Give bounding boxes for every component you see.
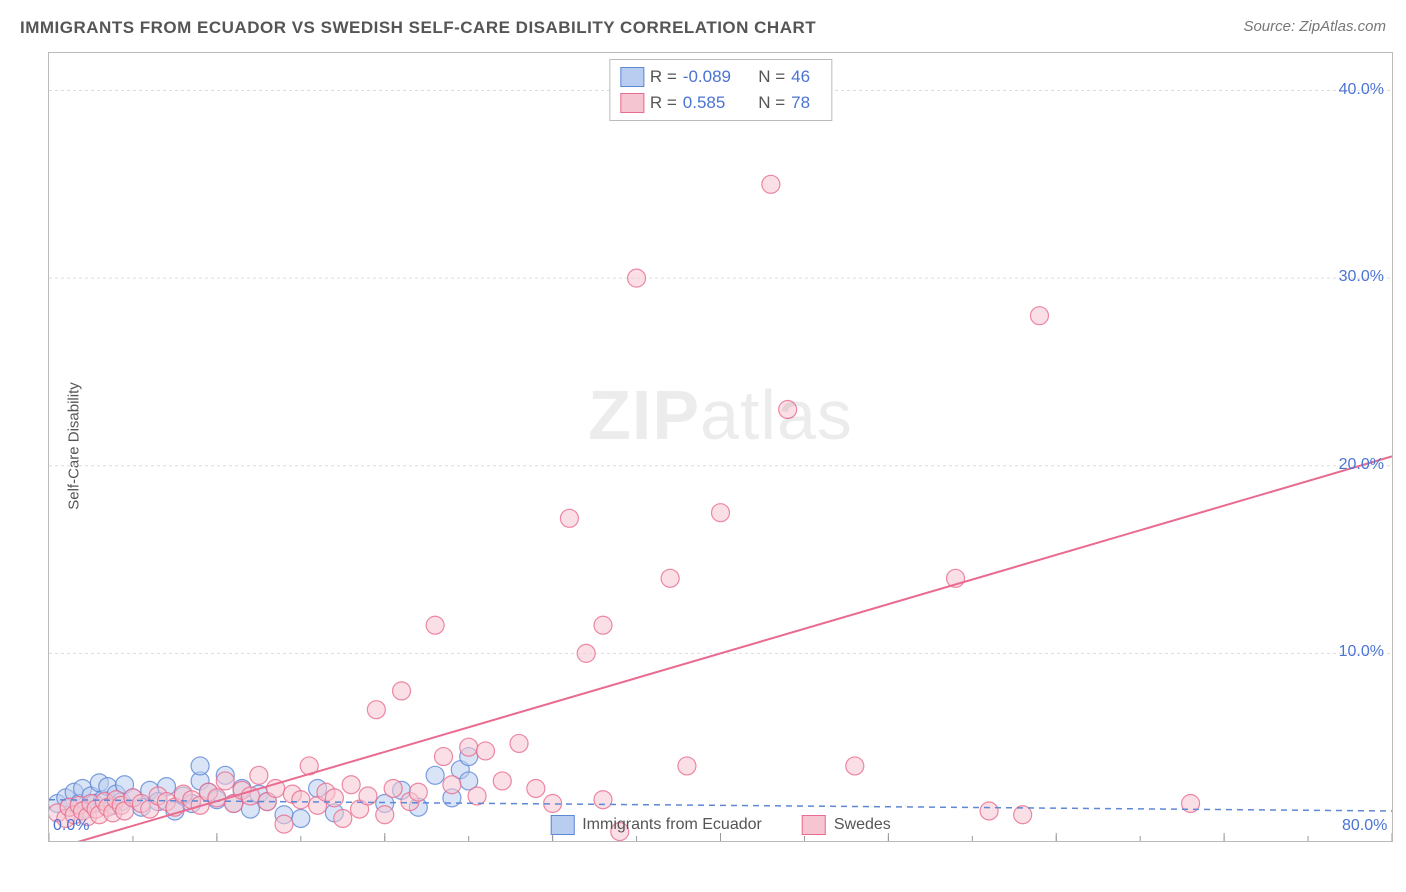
scatter-plot-svg (49, 53, 1392, 841)
legend-swatch (802, 815, 826, 835)
n-label: N = (749, 90, 785, 116)
legend-swatch (550, 815, 574, 835)
n-label: N = (749, 64, 785, 90)
legend-item: Swedes (802, 815, 891, 835)
legend-row: R =0.585 N =78 (620, 90, 821, 116)
r-value: 0.585 (683, 90, 743, 116)
r-label: R = (650, 64, 677, 90)
source-label: Source: ZipAtlas.com (1243, 18, 1386, 35)
legend-item: Immigrants from Ecuador (550, 815, 762, 835)
legend-label: Immigrants from Ecuador (582, 816, 762, 834)
y-tick-label: 30.0% (1339, 268, 1384, 286)
y-tick-label: 10.0% (1339, 643, 1384, 661)
x-tick-label: 80.0% (1342, 817, 1387, 835)
y-tick-label: 40.0% (1339, 81, 1384, 99)
x-tick-label: 0.0% (53, 817, 89, 835)
r-value: -0.089 (683, 64, 743, 90)
legend-label: Swedes (834, 816, 891, 834)
header-bar: IMMIGRANTS FROM ECUADOR VS SWEDISH SELF-… (20, 18, 1386, 48)
page-title: IMMIGRANTS FROM ECUADOR VS SWEDISH SELF-… (20, 18, 816, 37)
correlation-legend: R =-0.089 N =46R =0.585 N =78 (609, 59, 832, 121)
r-label: R = (650, 90, 677, 116)
n-value: 46 (791, 64, 821, 90)
legend-row: R =-0.089 N =46 (620, 64, 821, 90)
plot-area: ZIPatlas R =-0.089 N =46R =0.585 N =78 I… (48, 52, 1393, 842)
series-legend: Immigrants from Ecuador Swedes (550, 815, 891, 835)
legend-swatch (620, 67, 644, 87)
legend-swatch (620, 93, 644, 113)
y-tick-label: 20.0% (1339, 456, 1384, 474)
n-value: 78 (791, 90, 821, 116)
